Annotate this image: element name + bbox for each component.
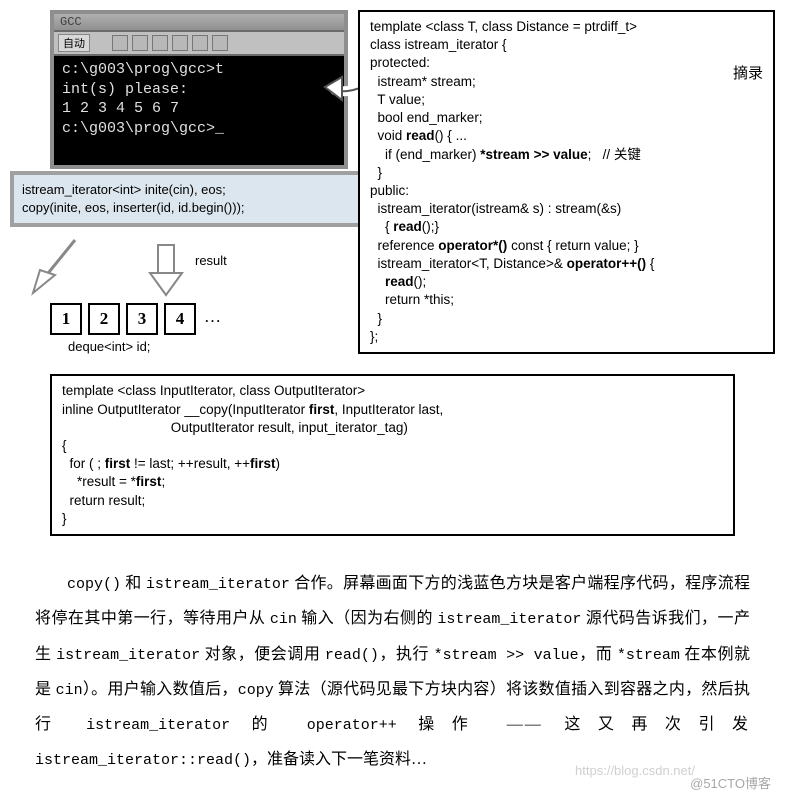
code-line: template <class InputIterator, class Out…	[62, 382, 723, 400]
terminal-screen: c:\g003\prog\gcc>t int(s) please: 1 2 3 …	[54, 56, 344, 165]
term-line: int(s) please:	[62, 80, 336, 100]
toolbar-icon	[212, 35, 228, 51]
code-line: template <class T, class Distance = ptrd…	[370, 18, 763, 36]
deque-cell: 2	[88, 303, 120, 335]
code-line: istream_iterator<T, Distance>& operator+…	[370, 255, 763, 273]
attribution: @51CTO博客	[690, 773, 771, 792]
result-label: result	[195, 253, 227, 268]
code-line: *result = *first;	[62, 473, 723, 491]
deque-diagram: result 1 2 3 4 … deque<int> id;	[50, 245, 350, 354]
code-line: protected:	[370, 54, 763, 72]
toolbar-icon	[112, 35, 128, 51]
code-line: { read();}	[370, 218, 763, 236]
code-line: };	[370, 328, 763, 346]
watermark: https://blog.csdn.net/	[575, 757, 695, 786]
code-line: istream_iterator(istream& s) : stream(&s…	[370, 200, 763, 218]
terminal-toolbar: 自动	[54, 32, 344, 56]
code-line: {	[62, 437, 723, 455]
copy-code: template <class InputIterator, class Out…	[50, 374, 735, 536]
client-code-box: istream_iterator<int> inite(cin), eos; c…	[10, 171, 364, 227]
toolbar-icon	[192, 35, 208, 51]
ellipsis: …	[204, 307, 221, 331]
toolbar-mode-label: 自动	[58, 34, 90, 52]
term-line: 1 2 3 4 5 6 7	[62, 99, 336, 119]
down-arrow-icon	[146, 243, 186, 299]
deque-cell: 1	[50, 303, 82, 335]
toolbar-icon	[152, 35, 168, 51]
code-line: return result;	[62, 492, 723, 510]
client-line: istream_iterator<int> inite(cin), eos;	[22, 181, 352, 199]
code-line: class istream_iterator {	[370, 36, 763, 54]
code-line: OutputIterator result, input_iterator_ta…	[62, 419, 723, 437]
istream-iterator-code: 摘录 template <class T, class Distance = p…	[358, 10, 775, 354]
terminal-window: GCC 自动 c:\g003\prog\gcc>t int(s) please:…	[50, 10, 348, 169]
client-line: copy(inite, eos, inserter(id, id.begin()…	[22, 199, 352, 217]
code-line: return *this;	[370, 291, 763, 309]
explanation-prose: copy() 和 istream_iterator 合作。屏幕画面下方的浅蓝色方…	[35, 566, 750, 777]
excerpt-label: 摘录	[733, 64, 763, 84]
code-line: for ( ; first != last; ++result, ++first…	[62, 455, 723, 473]
code-line: reference operator*() const { return val…	[370, 237, 763, 255]
terminal-title: GCC	[54, 14, 344, 32]
code-line: public:	[370, 182, 763, 200]
term-line: c:\g003\prog\gcc>_	[62, 119, 336, 139]
code-line: }	[370, 310, 763, 328]
code-line: if (end_marker) *stream >> value; // 关键	[370, 146, 763, 164]
code-line: T value;	[370, 91, 763, 109]
code-line: bool end_marker;	[370, 109, 763, 127]
deque-label: deque<int> id;	[68, 339, 350, 354]
code-line: }	[370, 164, 763, 182]
term-line: c:\g003\prog\gcc>t	[62, 60, 336, 80]
toolbar-icon	[172, 35, 188, 51]
deque-cell: 4	[164, 303, 196, 335]
code-line: istream* stream;	[370, 73, 763, 91]
toolbar-icon	[132, 35, 148, 51]
diag-arrow-icon	[25, 235, 85, 305]
code-line: read();	[370, 273, 763, 291]
deque-cell: 3	[126, 303, 158, 335]
code-line: }	[62, 510, 723, 528]
code-line: void read() { ...	[370, 127, 763, 145]
code-line: inline OutputIterator __copy(InputIterat…	[62, 401, 723, 419]
